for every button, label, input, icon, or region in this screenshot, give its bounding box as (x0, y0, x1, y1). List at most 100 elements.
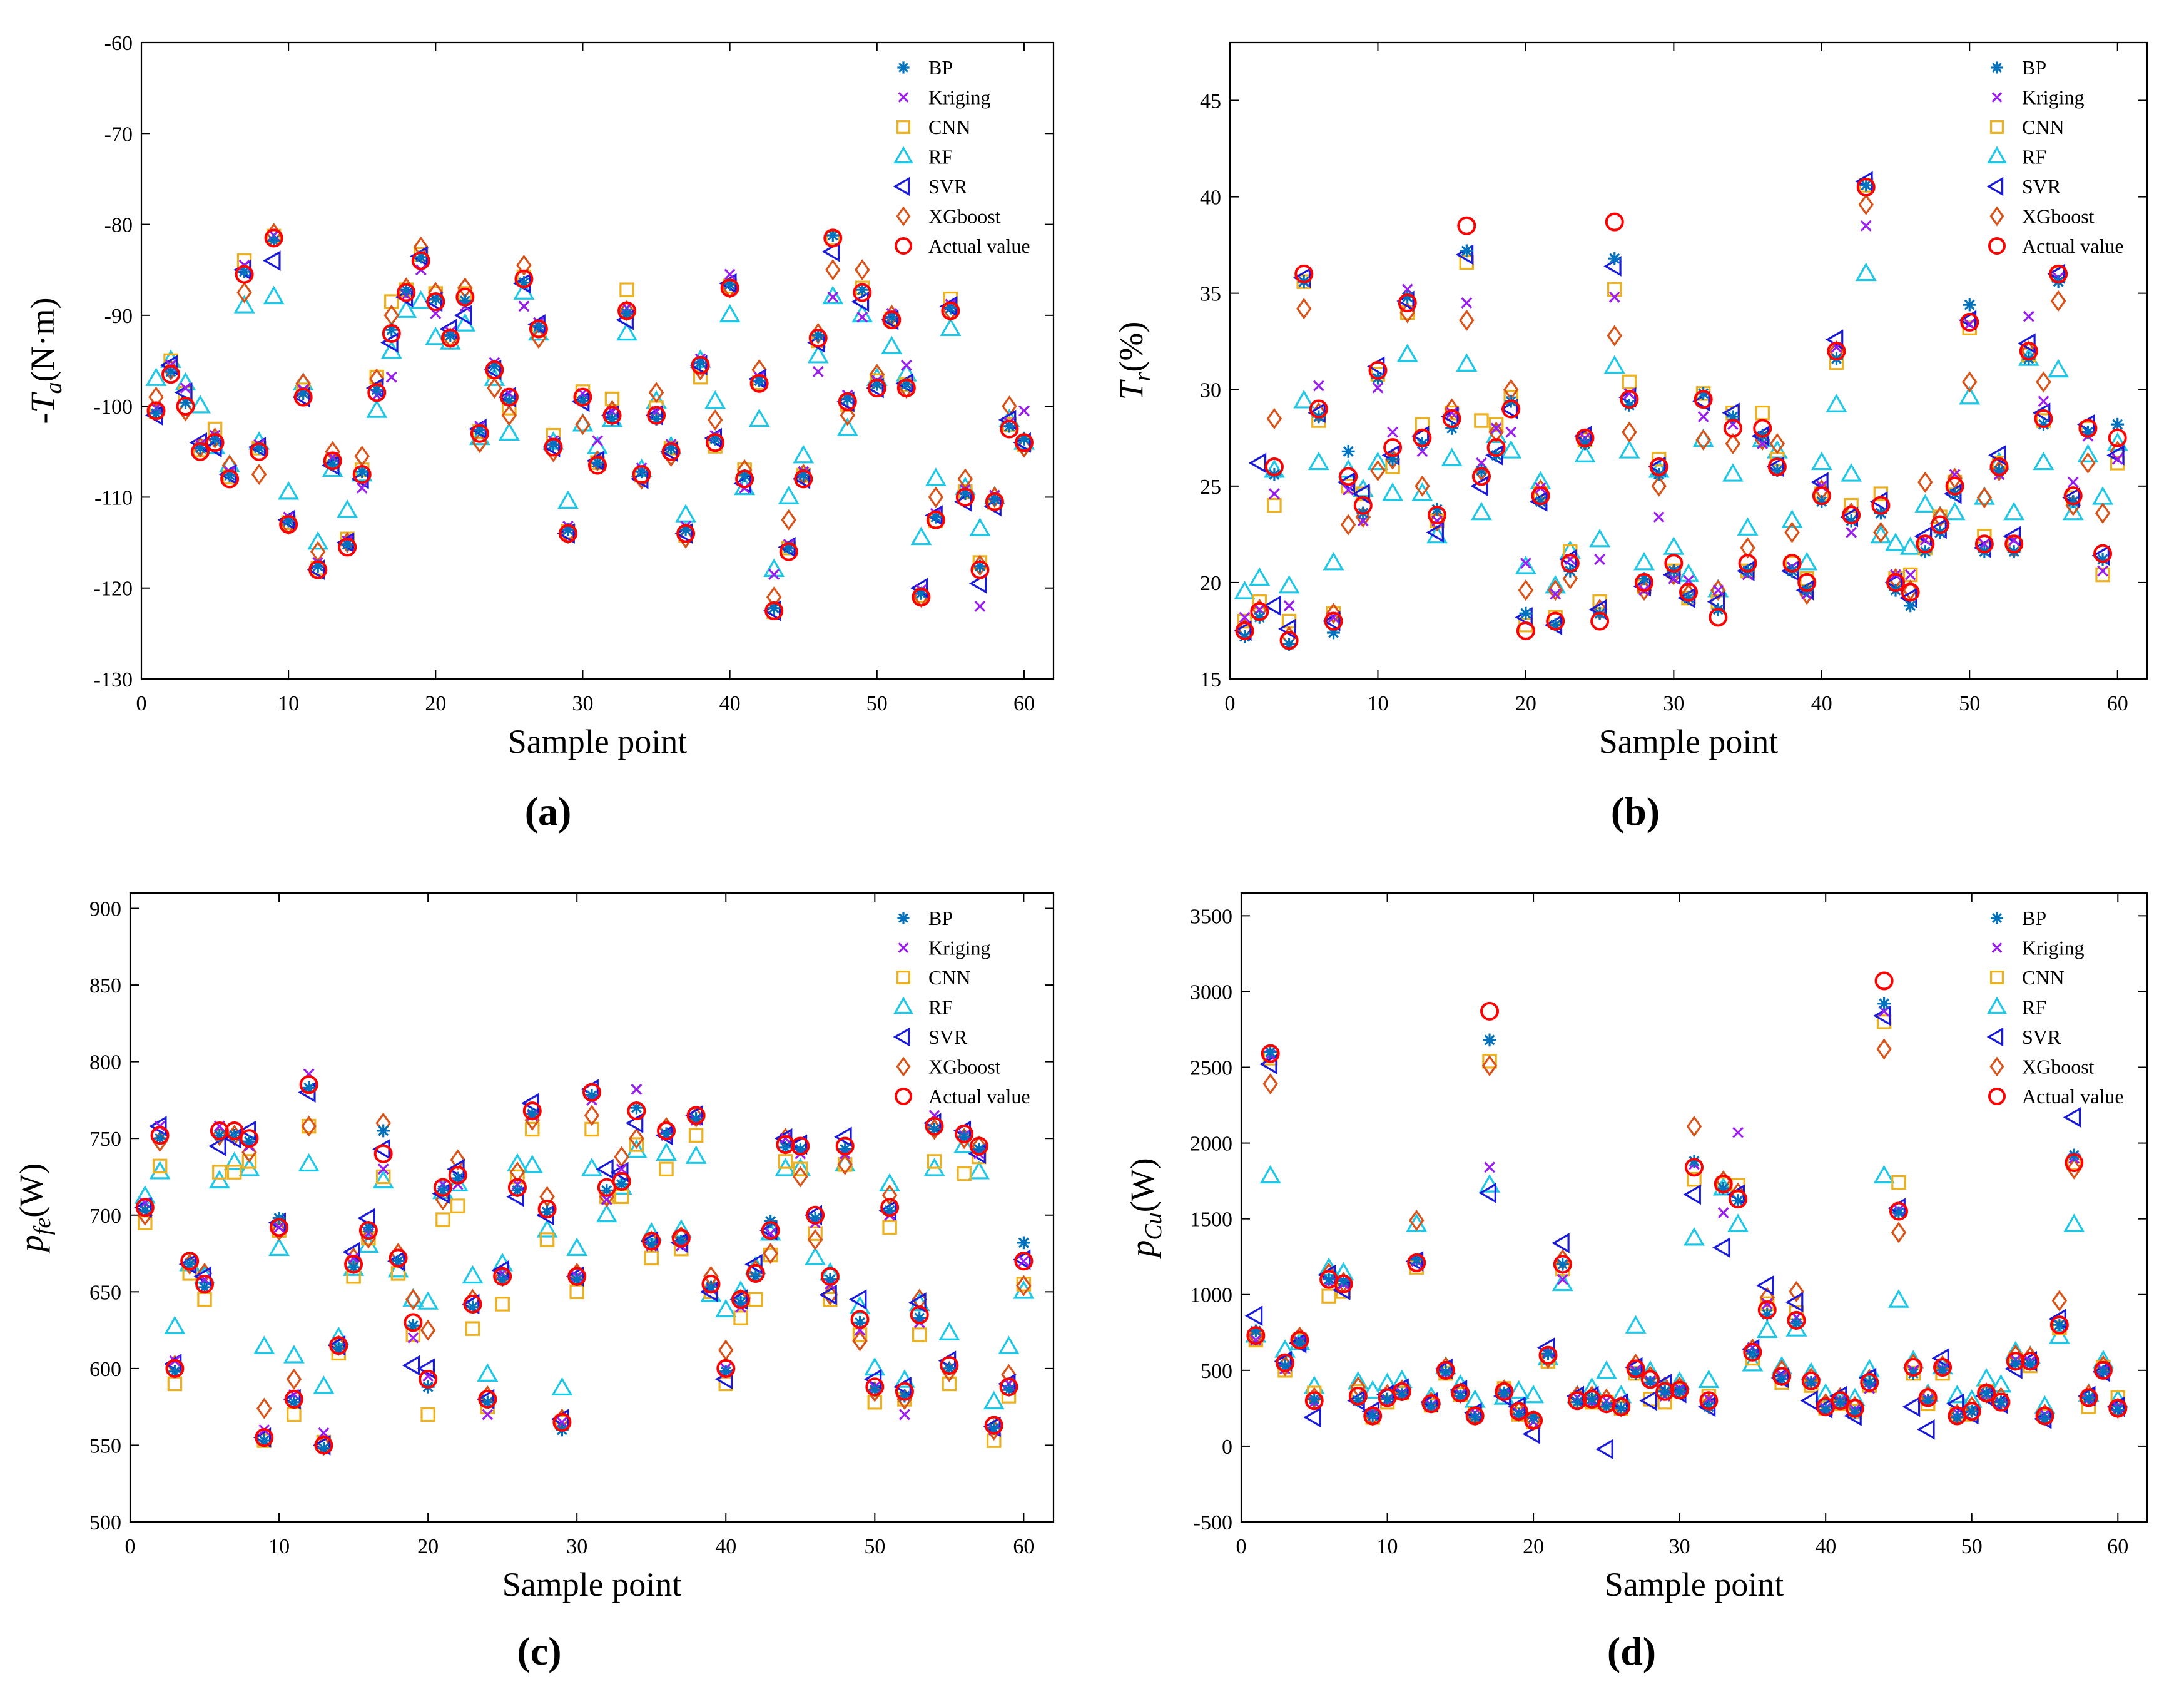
point-svr (1902, 1396, 1921, 1417)
point-cnn (733, 1310, 748, 1325)
series-kriging-a (150, 230, 1030, 612)
y-tick-label-a: -110 (94, 486, 133, 509)
point-rf (953, 1135, 975, 1153)
point-rf (268, 1237, 290, 1256)
point-xgboost (1408, 1210, 1425, 1232)
point-bp (1439, 1365, 1453, 1379)
point-actual-value (1709, 608, 1728, 627)
point-svr (417, 1358, 435, 1379)
point-bp (1892, 1206, 1906, 1220)
point-xgboost (1976, 487, 1993, 509)
legend-marker-actual-value (1988, 237, 2006, 255)
legend-label-svr: SVR (928, 1026, 968, 1048)
point-bp (399, 283, 413, 297)
legend-marker-xgboost (1989, 1056, 2004, 1077)
legend-marker-rf (1987, 996, 2007, 1014)
point-rf (763, 558, 785, 577)
point-bp (377, 1124, 390, 1138)
point-actual-value (1538, 1345, 1558, 1365)
point-actual-value (1509, 1402, 1528, 1421)
point-actual-value (1664, 554, 1684, 573)
point-actual-value (1962, 1402, 1981, 1421)
point-bp (928, 1123, 941, 1136)
point-actual-value (1590, 611, 1610, 631)
point-kriging (631, 1083, 643, 1095)
point-actual-value (250, 442, 269, 461)
point-bp (1460, 244, 1473, 258)
point-xgboost (837, 1153, 853, 1175)
point-actual-value (1918, 1388, 1938, 1407)
point-xgboost (501, 404, 517, 426)
point-actual-value (582, 1083, 601, 1102)
point-actual-value (1729, 1190, 1748, 1209)
point-actual-value (180, 1252, 200, 1271)
point-kriging (1623, 387, 1635, 399)
panel-b: 0 10 20 30 40 50 60 15 20 25 30 35 40 45 Sample point T… (1112, 41, 2148, 834)
point-bp (1395, 1388, 1409, 1401)
point-bp (444, 329, 457, 342)
point-rf (477, 1363, 499, 1382)
point-actual-value (404, 1313, 423, 1332)
point-bp (868, 1383, 881, 1397)
legend-marker-cnn (896, 971, 910, 984)
y-tick-label-d: 500 (1201, 1360, 1232, 1383)
point-actual-value (1261, 1044, 1280, 1063)
point-rf (1479, 1174, 1500, 1193)
legend-marker-actual-value (1988, 1088, 2006, 1105)
point-actual-value (764, 601, 784, 621)
point-rf (145, 367, 167, 386)
y-tick-label-b: 35 (1200, 283, 1221, 306)
point-bp (987, 1422, 1001, 1435)
point-rf (253, 1335, 275, 1354)
y-tick-label-b: 40 (1200, 186, 1221, 210)
point-actual-value (1989, 457, 2009, 476)
x-tick-label-b: 60 (2107, 692, 2128, 715)
point-kriging (1608, 291, 1620, 303)
point-kriging (1860, 220, 1872, 232)
point-actual-value (1812, 486, 1831, 506)
point-actual-value (1546, 611, 1565, 631)
point-rf (626, 1139, 648, 1158)
point-actual-value (567, 1267, 587, 1286)
point-bp (1658, 1385, 1672, 1399)
legend-marker-actual-value (895, 237, 912, 255)
point-rf (2092, 486, 2114, 505)
legend-label-kriging: Kriging (928, 86, 991, 109)
point-kriging (1761, 1298, 1773, 1310)
point-xgboost (1459, 309, 1475, 331)
series-actual-value-c (135, 1075, 1034, 1455)
point-xgboost (1876, 1038, 1892, 1060)
series-rf-b (1234, 262, 2128, 599)
point-kriging (385, 371, 397, 383)
point-actual-value (2108, 428, 2127, 447)
panel-label-c: (c) (517, 1629, 561, 1673)
point-bp (526, 1107, 539, 1121)
point-svr (596, 1158, 614, 1180)
point-xgboost (487, 377, 502, 399)
point-bp (793, 1142, 807, 1156)
point-cnn (604, 391, 620, 407)
point-actual-value (264, 228, 283, 248)
point-rf (190, 394, 211, 414)
series-svr-c (134, 1079, 1031, 1456)
point-bp (1862, 1375, 1876, 1389)
point-actual-value (1457, 216, 1476, 235)
y-axis-label-d: pCu(W) (1124, 1158, 1167, 1259)
point-xgboost (1016, 1275, 1032, 1297)
point-xgboost (1607, 325, 1623, 347)
point-actual-value (478, 1389, 497, 1409)
x-tick-label-c: 0 (125, 1535, 136, 1558)
series-actual-value-b (1235, 178, 2127, 650)
point-actual-value (1334, 1274, 1353, 1293)
point-actual-value (1723, 419, 1742, 438)
point-bp (436, 1184, 450, 1197)
point-svr (851, 291, 870, 312)
point-actual-value (1516, 621, 1535, 640)
point-actual-value (1845, 1399, 1864, 1418)
point-rf (1756, 1319, 1778, 1339)
point-actual-value (1974, 534, 1994, 554)
point-actual-value (602, 406, 622, 425)
point-actual-value (940, 1355, 959, 1375)
point-svr (1259, 1054, 1277, 1075)
point-rf (940, 317, 962, 336)
